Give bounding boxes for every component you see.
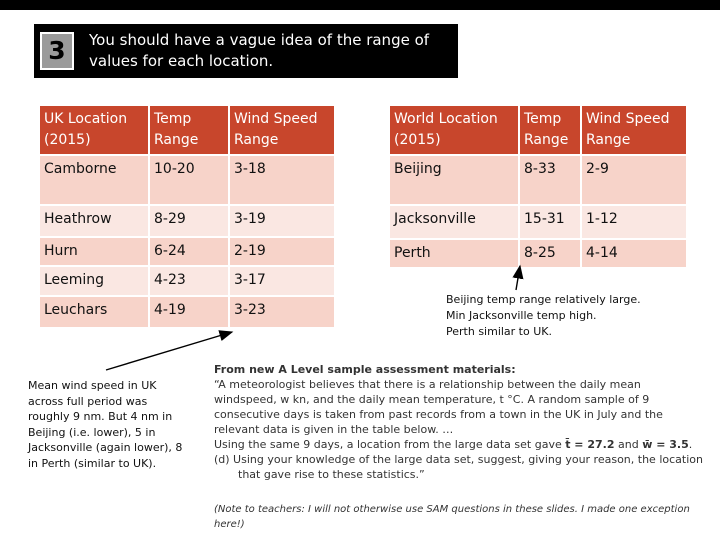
table-row: Perth 8-25 4-14 [390, 240, 686, 267]
wind-range-cell: 3-18 [230, 156, 334, 204]
table-header-row: UK Location (2015) Temp Range Wind Speed… [40, 106, 334, 154]
location-cell: Beijing [390, 156, 518, 204]
world-location-table: World Location (2015) Temp Range Wind Sp… [388, 104, 688, 269]
slide-header: You should have a vague idea of the rang… [89, 31, 430, 70]
table-row: Beijing 8-33 2-9 [390, 156, 686, 204]
table-row: Jacksonville 15-31 1-12 [390, 206, 686, 238]
temp-range-cell: 8-29 [150, 206, 228, 236]
header-box [34, 24, 458, 78]
temp-range-cell: 15-31 [520, 206, 580, 238]
header-cell: Temp Range [520, 106, 580, 154]
sam-title: From new A Level sample assessment mater… [214, 363, 516, 376]
header-cell: World Location (2015) [390, 106, 518, 154]
temperature-note: Beijing temp range relatively large. Min… [446, 292, 686, 340]
w-mean-value: w̄ = 3.5 [642, 438, 689, 451]
location-cell: Leeming [40, 267, 148, 295]
arrow-to-temp-column [512, 264, 524, 291]
table-row: Camborne 10-20 3-18 [40, 156, 334, 204]
sam-paragraph: Using the same 9 days, a location from t… [214, 437, 706, 452]
sample-assessment-excerpt: From new A Level sample assessment mater… [214, 362, 706, 532]
location-cell: Camborne [40, 156, 148, 204]
header-cell: Wind Speed Range [230, 106, 334, 154]
wind-range-cell: 4-14 [582, 240, 686, 267]
sam-text: and [614, 438, 643, 451]
wind-speed-note: Mean wind speed in UK across full period… [28, 379, 183, 470]
uk-location-table: UK Location (2015) Temp Range Wind Speed… [38, 104, 336, 329]
location-cell: Leuchars [40, 297, 148, 327]
wind-range-cell: 3-19 [230, 206, 334, 236]
header-cell: Wind Speed Range [582, 106, 686, 154]
sam-text: Using the same 9 days, a location from t… [214, 438, 566, 451]
temp-range-cell: 4-19 [150, 297, 228, 327]
t-mean-value: t̄ = 27.2 [565, 438, 615, 451]
sam-question-d: (d) Using your knowledge of the large da… [214, 453, 703, 481]
temp-range-cell: 8-25 [520, 240, 580, 267]
wind-range-cell: 2-19 [230, 238, 334, 265]
header-cell: UK Location (2015) [40, 106, 148, 154]
location-cell: Jacksonville [390, 206, 518, 238]
table-row: Leuchars 4-19 3-23 [40, 297, 334, 327]
wind-range-cell: 3-23 [230, 297, 334, 327]
slide-number: 3 [40, 32, 74, 70]
table-row: Leeming 4-23 3-17 [40, 267, 334, 295]
temp-range-cell: 8-33 [520, 156, 580, 204]
note-line: Perth similar to UK. [446, 325, 552, 338]
table-row: Heathrow 8-29 3-19 [40, 206, 334, 236]
table-header-row: World Location (2015) Temp Range Wind Sp… [390, 106, 686, 154]
temp-range-cell: 6-24 [150, 238, 228, 265]
wind-range-cell: 3-17 [230, 267, 334, 295]
note-line: Beijing temp range relatively large. [446, 293, 641, 306]
location-cell: Hurn [40, 238, 148, 265]
location-cell: Heathrow [40, 206, 148, 236]
header-cell: Temp Range [150, 106, 228, 154]
arrow-to-wind-column [105, 330, 234, 371]
wind-range-cell: 2-9 [582, 156, 686, 204]
location-cell: Perth [390, 240, 518, 267]
table-row: Hurn 6-24 2-19 [40, 238, 334, 265]
temp-range-cell: 10-20 [150, 156, 228, 204]
top-bar [0, 0, 720, 10]
sam-text: . [688, 438, 693, 451]
temp-range-cell: 4-23 [150, 267, 228, 295]
teacher-note: (Note to teachers: I will not otherwise … [214, 504, 690, 530]
wind-range-cell: 1-12 [582, 206, 686, 238]
note-line: Min Jacksonville temp high. [446, 309, 597, 322]
sam-paragraph: “A meteorologist believes that there is … [214, 378, 663, 436]
